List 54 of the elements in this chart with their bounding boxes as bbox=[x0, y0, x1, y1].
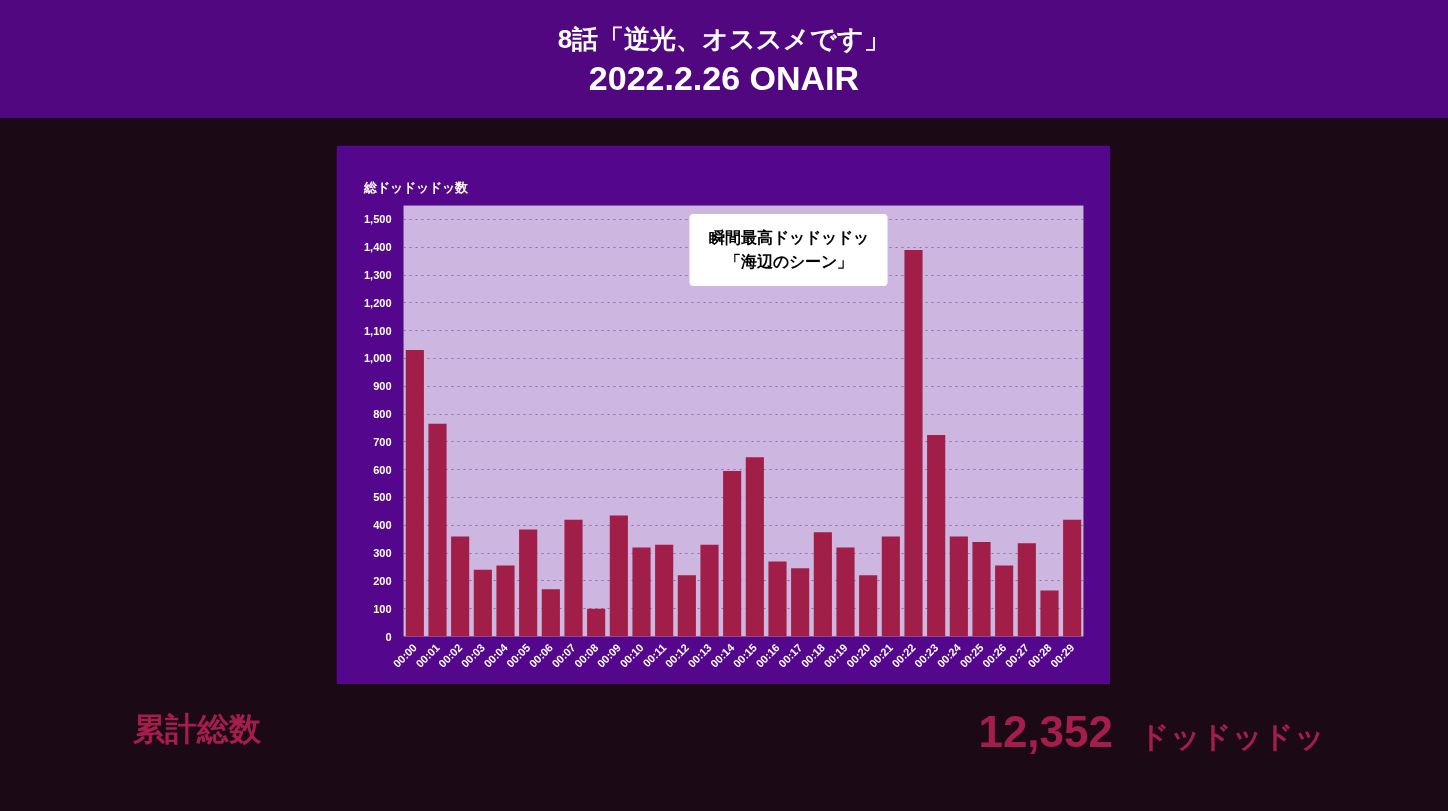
annotation: 「海辺のシーン」 bbox=[724, 253, 853, 271]
bar bbox=[632, 547, 651, 637]
bar bbox=[451, 536, 470, 637]
bar bbox=[405, 350, 424, 637]
bar bbox=[473, 569, 492, 637]
y-tick-label: 700 bbox=[373, 435, 392, 448]
y-tick-label: 900 bbox=[373, 380, 392, 393]
y-tick-label: 0 bbox=[385, 630, 392, 643]
bar bbox=[428, 423, 447, 637]
y-tick-label: 1,300 bbox=[363, 269, 392, 282]
bar bbox=[1063, 519, 1082, 637]
bar bbox=[1017, 543, 1036, 637]
y-tick-label: 1,000 bbox=[363, 352, 392, 365]
chart-subtitle: 2022.2.26 ONAIR bbox=[587, 58, 861, 99]
bar bbox=[496, 565, 515, 637]
bar bbox=[655, 544, 674, 637]
bar bbox=[745, 457, 764, 637]
bar bbox=[972, 541, 991, 637]
bar bbox=[609, 515, 628, 637]
y-tick-label: 400 bbox=[373, 519, 392, 532]
text: 累計総数 bbox=[133, 710, 261, 749]
y-tick-label: 1,400 bbox=[363, 241, 392, 254]
y-tick-label: 1,200 bbox=[363, 296, 392, 309]
bar bbox=[995, 565, 1014, 637]
bar bbox=[700, 544, 719, 637]
y-tick-label: 800 bbox=[373, 408, 392, 421]
bar bbox=[677, 575, 696, 637]
bar bbox=[541, 589, 560, 637]
y-tick-label: 300 bbox=[373, 547, 392, 560]
bar bbox=[519, 529, 538, 637]
y-axis-title: 総ドッドッドッ数 bbox=[362, 180, 469, 195]
text: ドッドッドッ bbox=[1139, 720, 1325, 753]
bar bbox=[564, 519, 583, 637]
bar bbox=[587, 608, 606, 637]
bar bbox=[768, 561, 787, 637]
bar bbox=[904, 249, 923, 637]
bar bbox=[836, 547, 855, 637]
bar bbox=[949, 536, 968, 637]
bar bbox=[881, 536, 900, 637]
y-tick-label: 100 bbox=[373, 602, 392, 615]
annotation: 瞬間最高ドッドッドッ bbox=[708, 228, 869, 247]
bar bbox=[927, 434, 946, 637]
y-tick-label: 1,500 bbox=[363, 213, 392, 226]
y-tick-label: 200 bbox=[373, 574, 392, 587]
chart-title: 8話「逆光、オススメです」 bbox=[556, 23, 892, 56]
bar bbox=[859, 575, 878, 637]
y-tick-label: 500 bbox=[373, 491, 392, 504]
y-tick-label: 600 bbox=[373, 463, 392, 476]
bar bbox=[1040, 590, 1059, 637]
y-tick-label: 1,100 bbox=[363, 324, 392, 337]
bar bbox=[723, 471, 742, 637]
bar bbox=[791, 568, 810, 637]
bar bbox=[813, 532, 832, 637]
text: 12,352 bbox=[978, 707, 1113, 756]
